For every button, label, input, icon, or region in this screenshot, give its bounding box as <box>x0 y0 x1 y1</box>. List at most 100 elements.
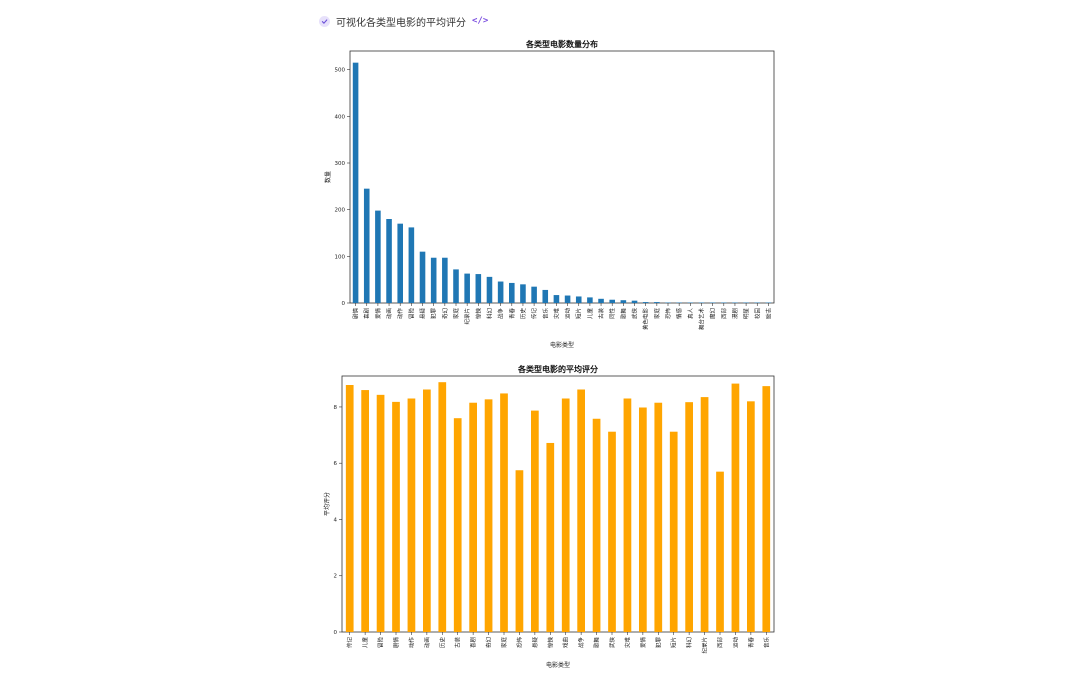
x-tick-label: 战争 <box>577 637 585 649</box>
bar <box>577 389 585 632</box>
bar <box>361 390 369 632</box>
bar <box>685 402 693 632</box>
x-tick-label: 家庭 <box>452 308 460 320</box>
y-tick-label: 400 <box>335 114 346 120</box>
bar <box>464 273 470 303</box>
x-tick-label: 惊悚 <box>546 637 554 649</box>
bar <box>639 407 647 632</box>
bar <box>598 298 604 303</box>
x-tick-label: 恐怖 <box>515 637 523 649</box>
x-tick-label: 剧情 <box>392 637 400 649</box>
bar <box>392 401 400 632</box>
x-tick-label: 爱情 <box>639 637 647 649</box>
bar <box>623 398 632 632</box>
bar <box>669 431 678 632</box>
y-axis: 0 100 200 300 400 500 <box>335 68 350 307</box>
bar <box>509 282 515 303</box>
x-tick-label: 励志 <box>764 308 772 320</box>
bar <box>397 223 403 303</box>
bar <box>386 219 392 303</box>
x-tick-label: 喜剧 <box>363 308 371 320</box>
bar <box>407 398 416 632</box>
y-tick-label: 300 <box>335 161 346 167</box>
bar <box>609 299 615 303</box>
bar <box>484 399 493 632</box>
x-tick-label: 黄色电影 <box>642 308 650 331</box>
x-tick-label: 短片 <box>670 637 678 648</box>
bar <box>453 418 462 632</box>
x-tick-label: 漫剧 <box>731 308 739 320</box>
y-tick-label: 500 <box>335 68 346 74</box>
plot-frame <box>341 375 775 633</box>
bar <box>438 382 447 632</box>
bar <box>654 302 660 303</box>
step-row[interactable]: 可视化各类型电影的平均评分 </> <box>319 13 488 29</box>
x-tick-label: 戏曲 <box>562 637 570 648</box>
bar <box>352 62 359 303</box>
bar <box>762 386 771 632</box>
bar <box>442 257 448 303</box>
y-tick-label: 2 <box>334 574 338 580</box>
bar <box>423 389 431 632</box>
bar <box>654 402 663 632</box>
x-tick-label: 纪录片 <box>463 308 471 325</box>
x-tick-label: 历史 <box>519 308 527 320</box>
x-tick-label: 动画 <box>424 637 431 648</box>
bar <box>531 286 537 303</box>
x-tick-label: 冒险 <box>377 637 385 649</box>
bar-series <box>345 382 771 632</box>
bar <box>475 274 482 303</box>
x-tick-label: 青春 <box>508 308 516 320</box>
bar <box>642 302 649 303</box>
x-tick-label: 武侠 <box>608 637 616 649</box>
bar <box>500 393 508 632</box>
x-tick-label: 同性 <box>608 308 616 320</box>
x-tick-label: 魔幻 <box>709 308 717 320</box>
x-tick-label: 科幻 <box>685 637 693 649</box>
bar <box>700 397 709 632</box>
bar <box>486 276 493 303</box>
y-tick-label: 200 <box>335 208 346 214</box>
x-axis-label: 电影类型 <box>546 661 570 669</box>
y-tick-label: 6 <box>334 461 338 467</box>
bar <box>453 269 459 303</box>
x-axis-label: 电影类型 <box>550 341 574 349</box>
bar <box>592 418 601 632</box>
bar <box>408 227 415 303</box>
x-tick-label: 短片 <box>575 308 583 319</box>
bar <box>419 251 426 303</box>
x-tick-label: 动画 <box>386 308 393 319</box>
x-tick-label: 剧情 <box>352 308 360 320</box>
bar <box>564 295 571 303</box>
x-tick-label: 家庭 <box>653 308 661 320</box>
bar <box>376 394 385 632</box>
bar <box>620 300 627 303</box>
x-axis: 传记 儿童 冒险 剧情 动作 动画 历史 古装 喜剧 奇幻 家庭 恐怖 悬疑 惊悚 戏曲 战争 歌舞 武侠 灾难 爱情… <box>346 632 770 654</box>
x-tick-label: 科幻 <box>485 308 493 320</box>
code-icon[interactable]: </> <box>472 16 489 26</box>
y-axis-label: 数量 <box>324 171 332 183</box>
y-tick-label: 4 <box>334 517 338 523</box>
bar <box>531 410 539 632</box>
x-tick-label: 舞台艺术 <box>697 308 705 331</box>
chart-title: 各类型电影数量分布 <box>525 39 598 49</box>
y-tick-label: 0 <box>334 630 338 636</box>
x-tick-label: 家庭 <box>500 637 508 649</box>
x-tick-label: 喜剧 <box>469 637 477 649</box>
x-axis: 剧情 喜剧 爱情 动画 动作 冒险 悬疑 犯罪 奇幻 家庭 纪录片 惊悚 科幻 战争 青春 历史 传记 音乐 灾难运… <box>352 303 772 331</box>
bar <box>631 300 638 303</box>
bar <box>542 289 549 303</box>
step-label: 可视化各类型电影的平均评分 <box>336 17 466 29</box>
x-tick-label: 青春 <box>747 637 755 649</box>
x-tick-label: 歌舞 <box>619 308 627 320</box>
x-tick-label: 历史 <box>438 637 446 649</box>
x-tick-label: 儿童 <box>361 637 369 649</box>
x-tick-label: 校园 <box>753 308 761 320</box>
x-tick-label: 奇幻 <box>441 308 449 320</box>
x-tick-label: 音乐 <box>541 308 549 320</box>
bar <box>430 257 437 303</box>
x-tick-label: 歌舞 <box>593 637 601 649</box>
bar <box>469 402 477 632</box>
bar <box>575 296 582 303</box>
x-tick-label: 奇幻 <box>485 637 493 649</box>
